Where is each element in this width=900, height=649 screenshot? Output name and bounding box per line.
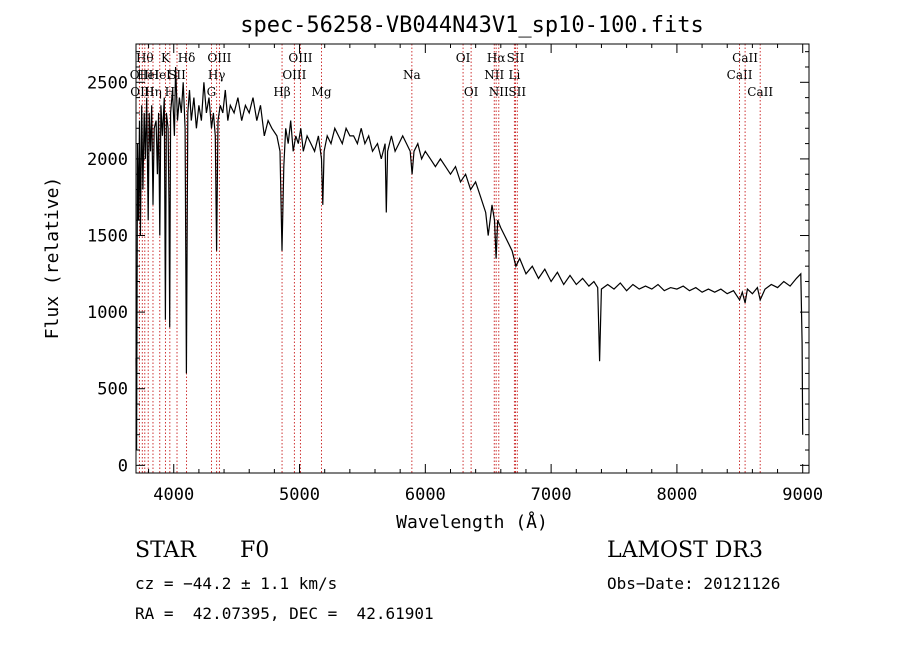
marker-label: Hη [144,85,162,99]
marker-label: G [207,85,217,99]
marker-label: CaII [747,85,773,99]
marker-label: Hβ [273,85,290,99]
line-markers: OIIOIIIHθHeIHηHeIKHSIIHδGHγOIIIHβOIIIOII… [130,44,773,473]
x-tick-label: 8000 [656,485,697,505]
marker-label: Hθ [136,51,154,65]
marker-label: OIII [282,68,306,82]
marker-label: HeI [137,68,160,82]
redshift-cz: cz = −44.2 ± 1.1 km/s [135,574,338,593]
flux-series-line [135,66,804,451]
marker-label: SII [508,85,526,99]
coordinates: RA = 42.07395, DEC = 42.61901 [135,604,434,623]
x-axis-label: Wavelength (Å) [396,511,548,533]
marker-label: Na [403,68,421,82]
marker-label: Li [508,68,520,82]
y-tick-label: 1000 [87,303,128,323]
y-tick-label: 1500 [87,227,128,247]
marker-label: NII [489,85,509,99]
marker-label: CaII [732,51,758,65]
marker-label: OI [464,85,479,99]
y-axis-label: Flux (relative) [42,177,63,340]
marker-label: HeI [149,68,172,82]
marker-label: Hγ [208,68,226,82]
marker-label: Hα [487,51,506,65]
marker-label: CaII [727,68,753,82]
marker-label: Mg [312,85,332,99]
x-tick-label: 6000 [405,485,446,505]
y-axis-ticks: 0 500 1000 1500 2000 2500 [87,51,809,476]
observation-date: Obs−Date: 20121126 [607,574,781,593]
y-tick-label: 0 [118,456,128,476]
y-tick-label: 500 [97,380,128,400]
y-tick-label: 2000 [87,150,128,170]
marker-label: OI [456,51,471,65]
survey-name: LAMOST DR3 [607,538,763,563]
marker-label: K [161,51,171,65]
plot-frame [135,43,810,474]
object-class: STAR [135,538,196,563]
marker-label: SII [507,51,525,65]
marker-label: OIII [207,51,231,65]
object-subclass: F0 [240,538,270,563]
x-tick-label: 4000 [153,485,194,505]
marker-label: Hδ [178,51,196,65]
marker-label: OII [130,68,150,82]
x-axis-ticks: 4000 5000 6000 7000 8000 9000 [148,44,823,505]
x-tick-label: 7000 [531,485,572,505]
x-tick-label: 9000 [782,485,823,505]
marker-label: OIII [288,51,312,65]
marker-label: SII [168,68,186,82]
marker-label: H [165,85,175,99]
chart-title: spec-56258-VB044N43V1_sp10-100.fits [240,13,704,38]
y-tick-label: 2500 [87,73,128,93]
marker-label: NII [484,68,504,82]
x-tick-label: 5000 [279,485,320,505]
